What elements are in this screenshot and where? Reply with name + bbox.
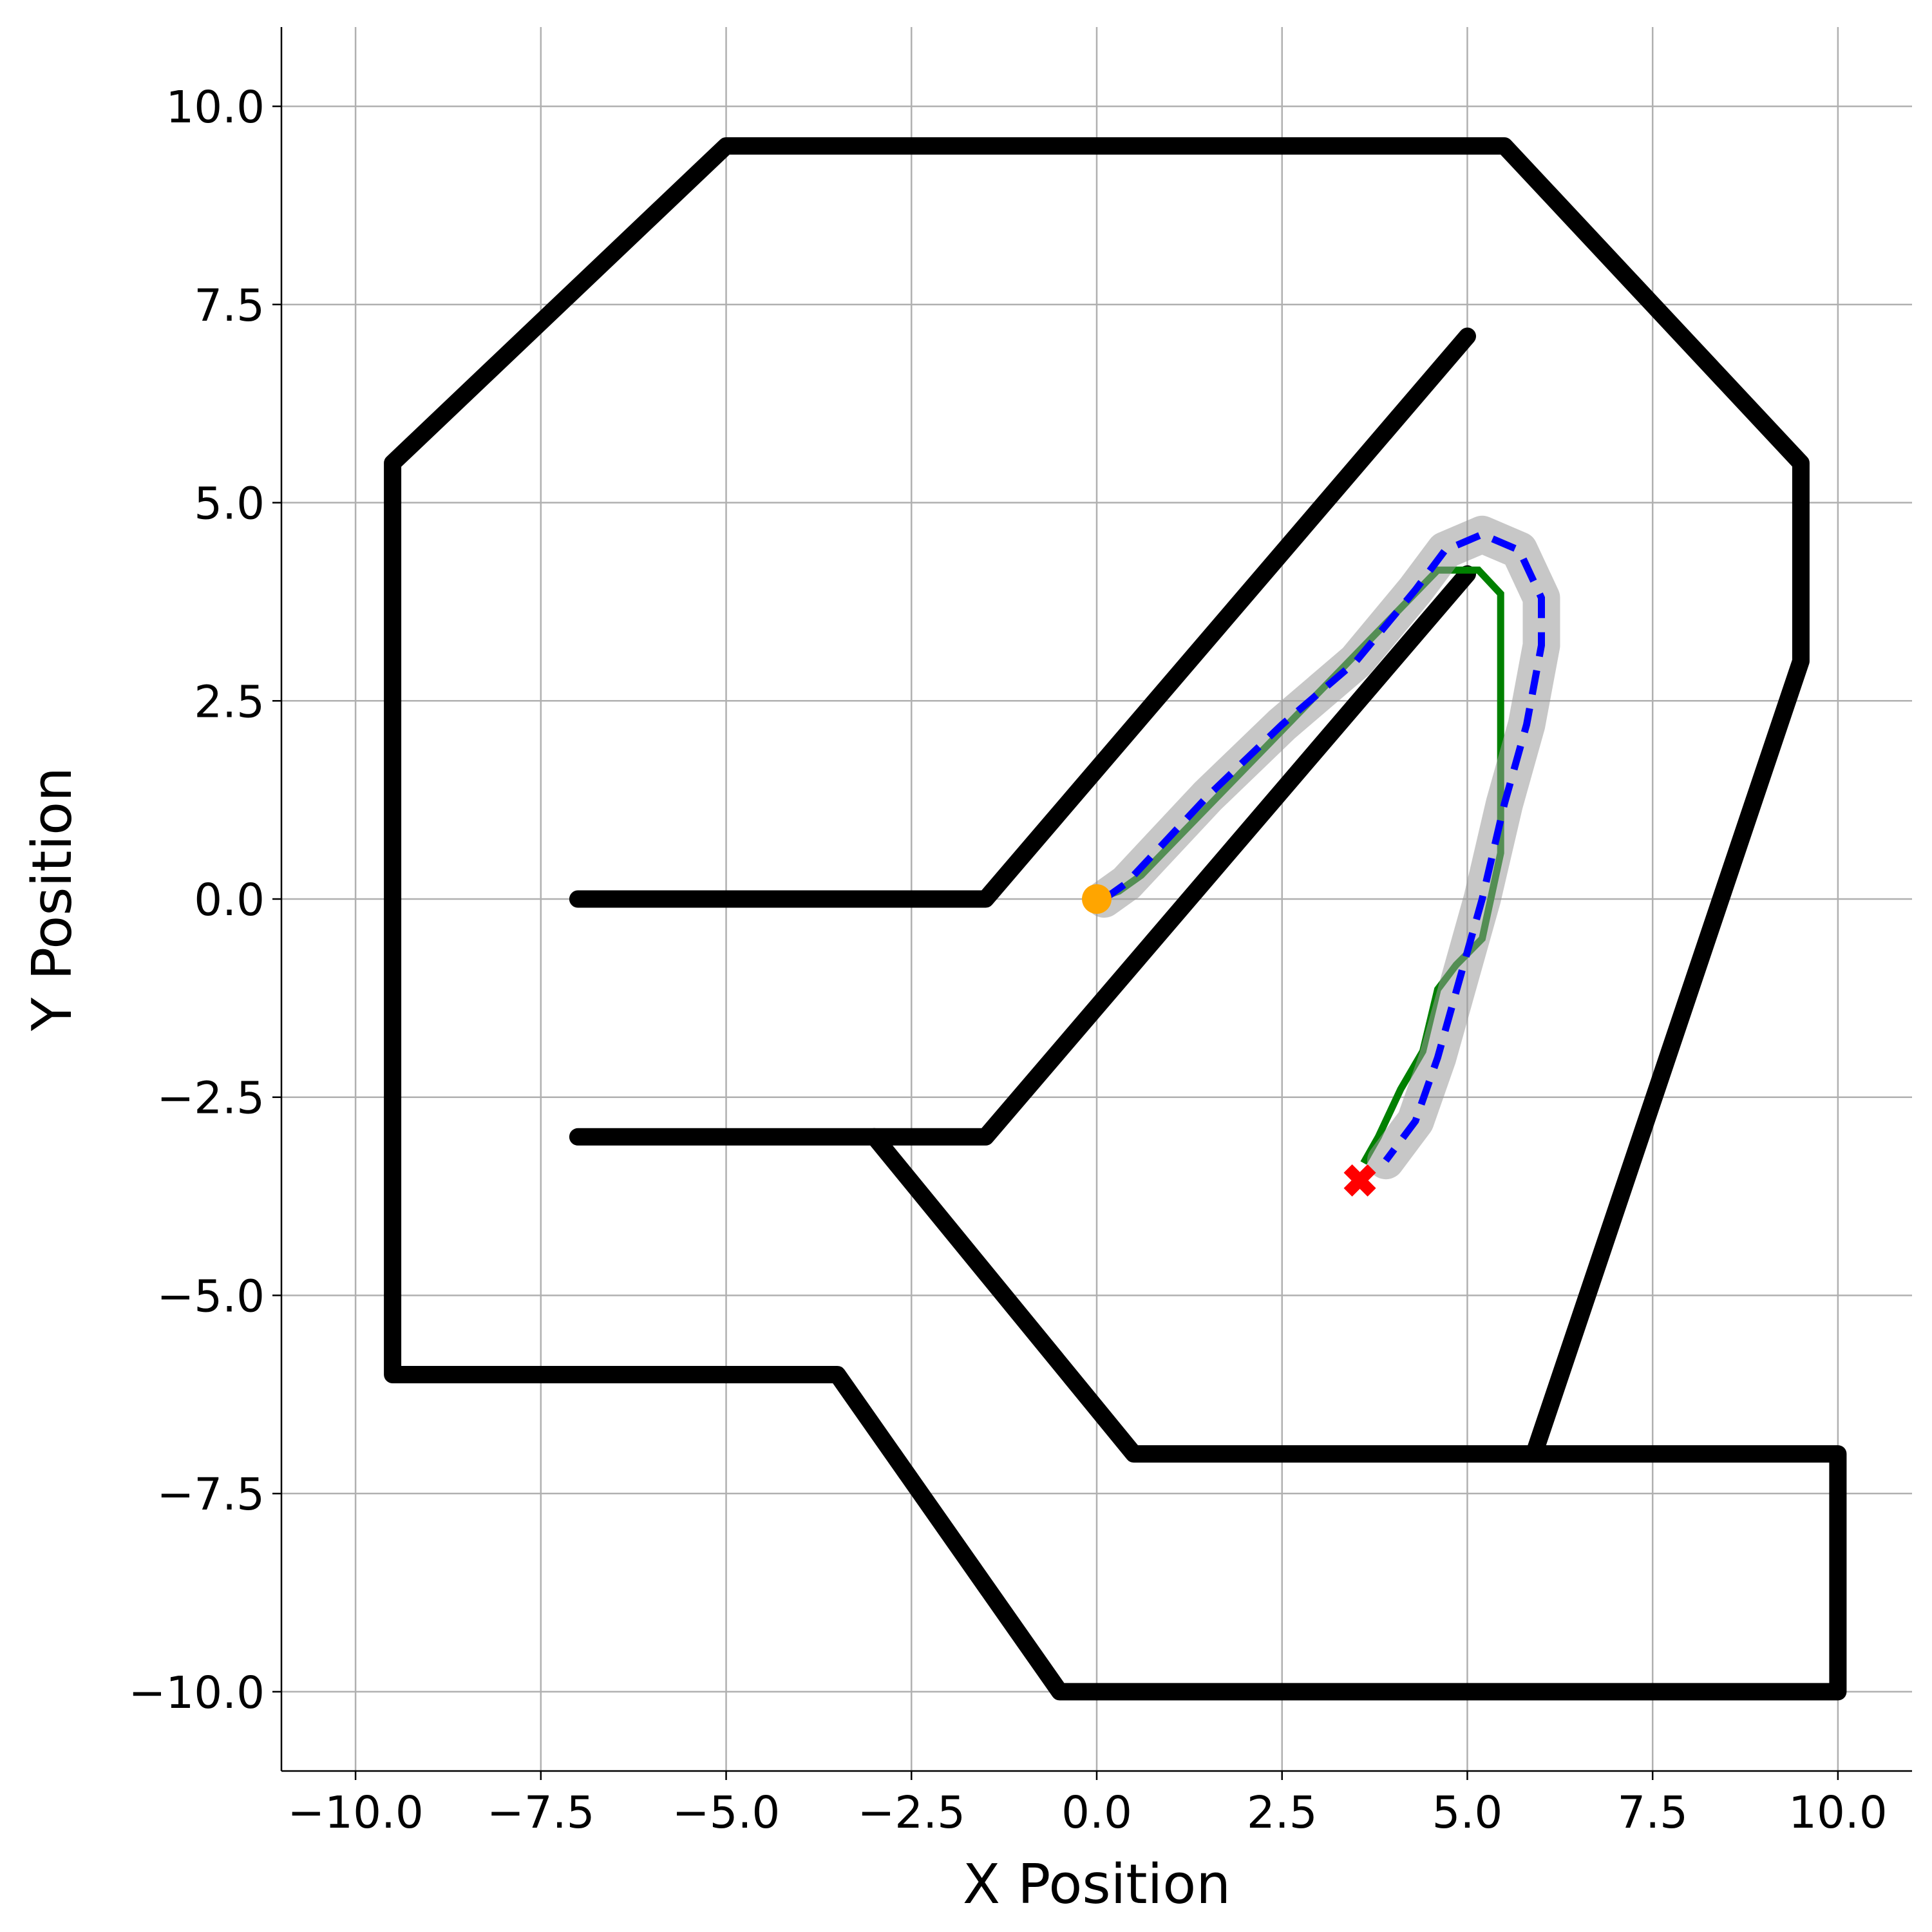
x-tick-label: 2.5: [1247, 1787, 1318, 1839]
start-marker: [1082, 884, 1112, 914]
x-tick-label: 10.0: [1788, 1787, 1888, 1839]
x-tick-label: −2.5: [857, 1787, 965, 1839]
y-tick-label: 2.5: [194, 676, 265, 728]
wall: [569, 327, 1476, 908]
x-tick-label: −5.0: [672, 1787, 781, 1839]
y-tick-label: −7.5: [156, 1469, 265, 1520]
y-tick-label: −10.0: [129, 1667, 265, 1719]
y-axis-label: Y Position: [21, 767, 84, 1032]
x-tick-label: −7.5: [487, 1787, 595, 1839]
y-tick-label: 10.0: [166, 82, 265, 133]
path-uncertainty: [1085, 515, 1560, 1180]
y-tick-label: 7.5: [194, 280, 265, 332]
y-tick-label: 5.0: [194, 478, 265, 530]
wall: [569, 565, 1476, 1146]
y-tick-label: 0.0: [194, 875, 265, 926]
x-axis-label: X Position: [963, 1853, 1231, 1917]
x-tick-label: 0.0: [1061, 1787, 1132, 1839]
x-tick-label: 5.0: [1432, 1787, 1503, 1839]
wall: [384, 137, 1847, 1701]
x-tick-label: 7.5: [1617, 1787, 1688, 1839]
x-tick-label: −10.0: [287, 1787, 423, 1839]
end-marker: [1343, 1164, 1376, 1197]
y-tick-label: −5.0: [156, 1271, 265, 1322]
y-tick-label: −2.5: [156, 1073, 265, 1124]
actual-path: [1102, 530, 1545, 1163]
